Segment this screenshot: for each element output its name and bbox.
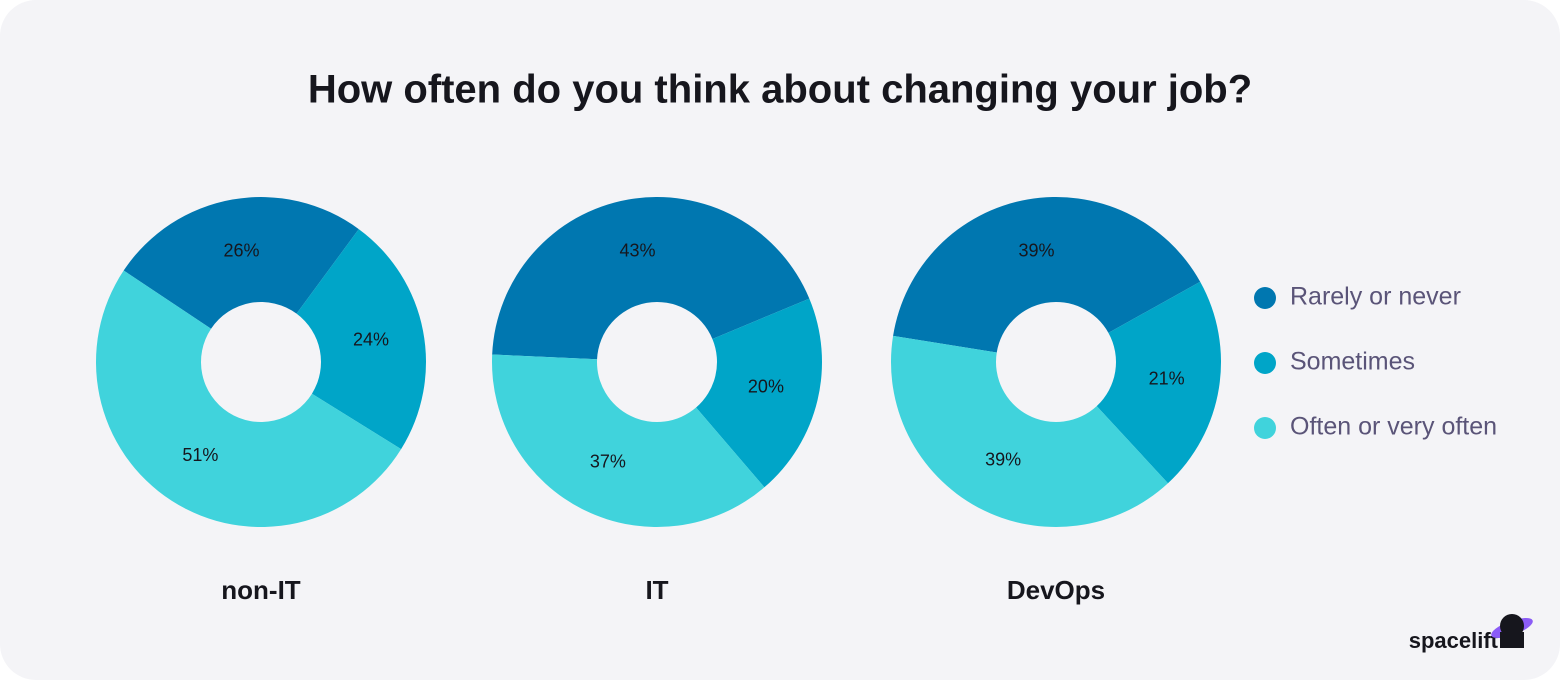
pie-slice [492,354,765,527]
pie-title: IT [645,575,668,605]
value-label: 39% [1019,240,1055,260]
pie-slice [893,196,1201,353]
pie-slice [123,197,359,329]
value-label: 51% [182,445,218,465]
pie-slice [492,196,810,360]
value-label: 43% [620,240,656,260]
legend-swatch [1254,287,1276,309]
pie-slice [95,270,402,528]
value-label: 37% [590,451,626,471]
legend-label: Rarely or never [1290,283,1461,311]
value-label: 39% [985,449,1021,469]
value-label: 26% [224,240,260,260]
pie-title: non-IT [221,575,301,605]
pie-slice [891,335,1168,527]
pie-slice [1096,281,1221,484]
chart-title: How often do you think about changing yo… [308,68,1252,112]
value-label: 21% [1149,368,1185,388]
logo: spacelift [1409,614,1533,653]
legend-label: Sometimes [1290,348,1415,376]
value-label: 20% [748,377,784,397]
pie-slice [696,298,822,488]
logo-body [1500,632,1524,648]
pie-title: DevOps [1007,575,1105,605]
brand: spacelift [1409,628,1499,653]
legend-label: Often or very often [1290,413,1497,441]
value-label: 24% [353,330,389,350]
pie-slice [296,229,426,450]
legend-swatch [1254,352,1276,374]
legend-swatch [1254,417,1276,439]
